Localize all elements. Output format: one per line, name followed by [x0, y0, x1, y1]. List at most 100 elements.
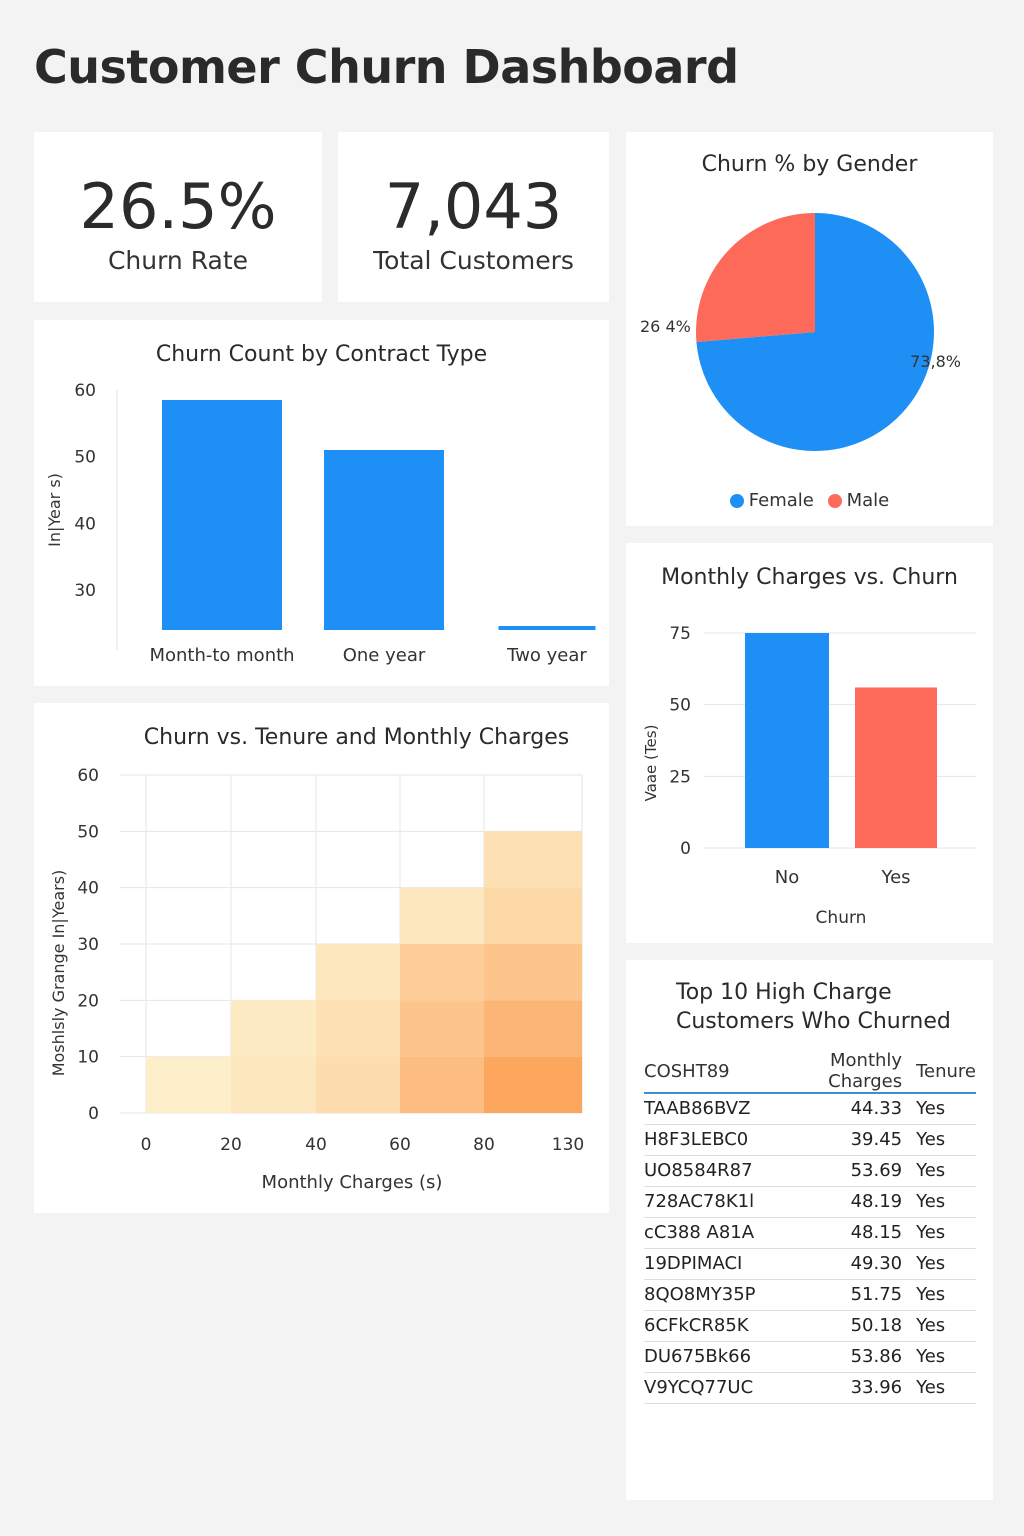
table-row[interactable]: TAAB86BVZ 44.33 Yes — [644, 1093, 976, 1125]
tenure-cell: Yes — [916, 1341, 976, 1373]
x-tick-label: 60 — [389, 1135, 411, 1155]
y-tick-label: 10 — [77, 1048, 99, 1068]
tenure-cell: Yes — [916, 1310, 976, 1342]
heatmap-cell — [400, 1056, 484, 1113]
y-axis-label: Moshlsly Grange In|Years) — [49, 870, 68, 1077]
gender-chart-card: Churn % by Gender 73,8% 26 4% Female Male — [626, 132, 993, 526]
bar-1 — [162, 400, 282, 630]
x-tick-label: Yes — [880, 867, 910, 888]
x-tick-label: 20 — [220, 1135, 242, 1155]
table-title: Top 10 High Charge Customers Who Churned — [676, 978, 976, 1036]
chart-title: Churn vs. Tenure and Monthly Charges — [143, 725, 570, 750]
pie-slice-male — [696, 213, 815, 343]
y-tick-label: 50 — [77, 822, 99, 842]
bar-no — [745, 633, 829, 848]
tenure-heatmap: 0 10 20 30 40 50 60 0 20 40 60 80 130 Monthly Charges… — [49, 766, 584, 1193]
heatmap-cell — [316, 1000, 400, 1057]
gender-pie-chart: 73,8% 26 4% — [640, 213, 961, 452]
heatmap-cell — [316, 944, 400, 1001]
chart-title: Churn % by Gender — [701, 152, 918, 177]
monthly-chart-card: Monthly Charges vs. Churn 0 25 50 75 Vaae (T… — [626, 543, 993, 943]
y-tick-label: 75 — [669, 624, 691, 644]
heatmap-cell — [400, 1000, 484, 1057]
heatmap-cell — [400, 944, 484, 1001]
heatmap-cell — [231, 1000, 316, 1057]
monthly-charges-cell: 44.33 — [755, 1093, 917, 1125]
heatmap-cell — [484, 887, 582, 944]
bar-yes — [855, 687, 937, 848]
y-axis-label: Vaae (Tes) — [642, 725, 660, 802]
y-tick-label: 25 — [669, 767, 691, 787]
table-row[interactable]: 728AC78K1l 48.19 Yes — [644, 1186, 976, 1218]
heatmap-cell — [146, 1056, 231, 1113]
table-row[interactable]: DU675Bk66 53.86 Yes — [644, 1341, 976, 1373]
tenure-cell: Yes — [916, 1124, 976, 1156]
monthly-charges-cell: 39.45 — [755, 1124, 917, 1156]
x-axis-label: Churn — [816, 908, 867, 928]
table-row[interactable]: 19DPIMACI 49.30 Yes — [644, 1248, 976, 1280]
monthly-charges-cell: 49.30 — [755, 1248, 917, 1280]
y-tick-label: 60 — [77, 766, 99, 786]
contract-chart-card: Churn Count by Contract Type 30 40 50 60 In|… — [34, 320, 609, 686]
heatmap-cell — [484, 831, 582, 888]
column-header-id[interactable]: COSHT89 — [644, 1050, 756, 1094]
x-tick-label: No — [775, 867, 799, 888]
x-tick-label: 80 — [473, 1135, 495, 1155]
heatmap-cell — [231, 1056, 316, 1113]
y-tick-label: 0 — [680, 839, 691, 859]
column-header-monthly-charges[interactable]: Monthly Charges — [755, 1050, 917, 1094]
bar-2 — [324, 450, 444, 630]
customer-id-cell: 6CFkCR85K — [644, 1310, 756, 1342]
monthly-charges-cell: 53.86 — [755, 1341, 917, 1373]
x-tick-label: Month-to month — [149, 645, 294, 666]
customer-id-cell: 19DPIMACI — [644, 1248, 756, 1280]
kpi-value: 7,043 — [384, 170, 563, 243]
y-tick-label: 40 — [77, 879, 99, 899]
legend-item-male: Male — [827, 490, 890, 511]
table-row[interactable]: 8QO8MY35P 51.75 Yes — [644, 1279, 976, 1311]
tenure-cell: Yes — [916, 1279, 976, 1311]
legend-label: Male — [846, 490, 890, 511]
table-row[interactable]: V9YCQ77UC 33.96 Yes — [644, 1372, 976, 1404]
kpi-label: Total Customers — [373, 246, 574, 275]
table-row[interactable]: H8F3LEBC0 39.45 Yes — [644, 1124, 976, 1156]
customer-id-cell: DU675Bk66 — [644, 1341, 756, 1373]
heatmap-cell — [316, 1056, 400, 1113]
y-tick-label: 30 — [77, 935, 99, 955]
table-row[interactable]: UO8584R87 53.69 Yes — [644, 1155, 976, 1187]
x-tick-label: 130 — [552, 1135, 584, 1155]
monthly-charges-cell: 33.96 — [755, 1372, 917, 1404]
heatmap-cell — [484, 1056, 582, 1113]
x-tick-label: 40 — [305, 1135, 327, 1155]
heatmap-cell — [484, 1000, 582, 1057]
table-header-row: COSHT89 Monthly Charges Tenure — [644, 1050, 976, 1094]
kpi-card-total-customers: 7,043 Total Customers — [338, 132, 609, 302]
customer-id-cell: H8F3LEBC0 — [644, 1124, 756, 1156]
top-customers-table: COSHT89 Monthly Charges Tenure TAAB86BVZ… — [644, 1050, 976, 1404]
tenure-cell: Yes — [916, 1248, 976, 1280]
monthly-bar-chart: 0 25 50 75 Vaae (Tes) No Yes Churn — [642, 624, 976, 928]
top-customers-card: Top 10 High Charge Customers Who Churned… — [626, 960, 993, 1500]
x-tick-label: Two year — [506, 645, 587, 666]
legend-swatch — [827, 493, 842, 508]
pie-slice-label: 26 4% — [640, 317, 691, 336]
customer-id-cell: V9YCQ77UC — [644, 1372, 756, 1404]
table-row[interactable]: cC388 A81A 48.15 Yes — [644, 1217, 976, 1249]
y-tick-label: 40 — [74, 514, 96, 534]
x-axis-label: Monthly Charges (s) — [262, 1172, 443, 1193]
table-title-line: Top 10 High Charge — [676, 980, 892, 1005]
table-row[interactable]: 6CFkCR85K 50.18 Yes — [644, 1310, 976, 1342]
kpi-value: 26.5% — [79, 170, 277, 243]
table-title-line: Customers Who Churned — [676, 1009, 951, 1034]
y-tick-label: 0 — [88, 1104, 99, 1124]
monthly-charges-cell: 51.75 — [755, 1279, 917, 1311]
legend-swatch — [729, 493, 744, 508]
column-header-tenure[interactable]: Tenure — [916, 1050, 976, 1094]
y-tick-label: 50 — [74, 448, 96, 468]
monthly-charges-cell: 53.69 — [755, 1155, 917, 1187]
customer-id-cell: cC388 A81A — [644, 1217, 756, 1249]
legend-item-female: Female — [729, 490, 814, 511]
y-tick-label: 60 — [74, 381, 96, 401]
pie-slice-label: 73,8% — [910, 352, 961, 371]
tenure-cell: Yes — [916, 1155, 976, 1187]
